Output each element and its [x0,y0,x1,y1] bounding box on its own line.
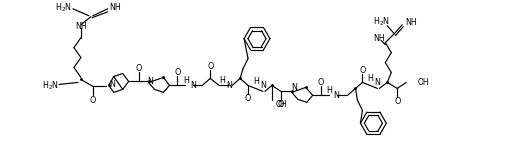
Text: H: H [219,76,225,85]
Text: O: O [174,68,180,77]
Text: OH: OH [276,100,288,109]
Text: O: O [245,94,251,103]
Text: OH: OH [417,78,429,87]
Text: H: H [367,74,374,83]
Text: NH: NH [374,34,385,43]
Text: N: N [334,91,339,100]
Text: O: O [359,66,366,75]
Text: O: O [207,62,214,71]
Text: H: H [327,86,333,95]
Text: O: O [135,64,142,73]
Text: NH: NH [109,3,121,12]
Text: N: N [291,83,297,92]
Text: O: O [89,96,96,105]
Text: NH: NH [405,18,417,27]
Text: H$_2$N: H$_2$N [373,16,390,28]
Text: H: H [183,76,189,85]
Text: O: O [394,97,401,106]
Text: O: O [317,78,324,87]
Text: H$_2$N: H$_2$N [41,79,59,92]
Text: H$_2$N: H$_2$N [56,2,73,14]
Text: N: N [190,81,196,90]
Text: O: O [277,100,284,109]
Text: H: H [253,77,259,86]
Text: N: N [375,78,380,87]
Text: N: N [226,81,232,90]
Text: N: N [109,80,114,89]
Text: N: N [260,81,266,90]
Text: NH: NH [75,22,87,31]
Text: N: N [148,77,153,86]
